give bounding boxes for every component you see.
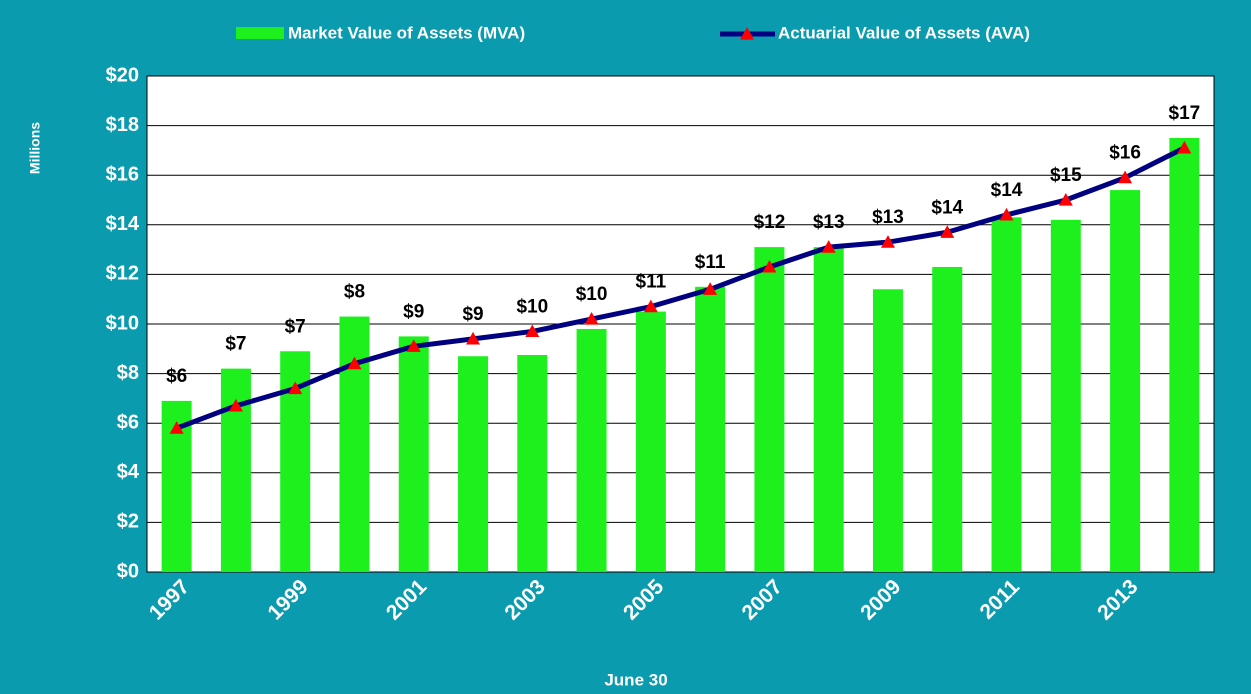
legend-swatch <box>236 27 284 39</box>
y-tick-label: $10 <box>106 312 139 334</box>
y-tick-label: $6 <box>117 411 139 433</box>
y-axis-title: Millions <box>27 122 43 174</box>
marker <box>1058 193 1073 206</box>
y-tick-label: $2 <box>117 511 139 533</box>
y-tick-label: $8 <box>117 362 139 384</box>
bar <box>872 289 903 572</box>
bar <box>1050 219 1081 572</box>
data-label: $7 <box>285 316 306 337</box>
bar <box>695 286 726 572</box>
bar <box>1110 190 1141 572</box>
data-label: $11 <box>695 252 726 273</box>
data-label: $17 <box>1169 103 1201 124</box>
marker <box>762 259 777 273</box>
bar <box>932 266 963 572</box>
data-label: $9 <box>462 304 483 325</box>
bar <box>458 356 489 572</box>
marker <box>584 312 599 325</box>
bar <box>635 311 666 572</box>
marker <box>466 331 481 345</box>
marker <box>821 240 836 253</box>
legend-marker <box>740 27 754 40</box>
legend-label: Actuarial Value of Assets (AVA) <box>778 23 1030 42</box>
marker <box>288 381 303 395</box>
data-label: $14 <box>931 197 963 218</box>
marker <box>643 299 658 313</box>
data-label: $10 <box>576 284 608 305</box>
data-label: $13 <box>872 207 904 228</box>
bar <box>1169 138 1200 572</box>
bar <box>517 355 548 572</box>
data-label: $16 <box>1109 143 1141 164</box>
bar <box>813 247 844 572</box>
y-tick-label: $16 <box>106 163 139 185</box>
data-label: $11 <box>636 272 667 293</box>
data-label: $15 <box>1050 165 1082 186</box>
marker <box>1177 140 1192 154</box>
data-label: $13 <box>813 212 845 233</box>
data-label: $14 <box>991 180 1023 201</box>
marker <box>703 282 718 295</box>
bar <box>339 316 370 572</box>
x-axis-title: June 30 <box>604 670 667 689</box>
y-tick-label: $18 <box>106 114 139 136</box>
y-tick-label: $20 <box>106 64 139 86</box>
bar <box>991 217 1022 573</box>
y-tick-label: $14 <box>106 213 140 235</box>
y-tick-label: $12 <box>106 263 139 285</box>
y-tick-label: $0 <box>117 560 139 582</box>
bar <box>576 328 607 572</box>
line <box>175 145 1186 431</box>
data-label: $12 <box>754 212 786 233</box>
data-label: $10 <box>516 296 548 317</box>
bar <box>754 247 785 572</box>
marker <box>999 207 1014 221</box>
marker <box>525 324 540 338</box>
data-label: $6 <box>166 366 187 387</box>
marker <box>880 235 895 248</box>
y-tick-label: $4 <box>117 461 140 483</box>
data-label: $7 <box>225 334 246 355</box>
bar <box>398 336 429 572</box>
data-label: $9 <box>403 301 424 322</box>
marker <box>228 398 243 412</box>
data-label: $8 <box>344 282 365 303</box>
marker <box>347 356 362 370</box>
marker <box>1118 170 1133 184</box>
plot-border <box>146 75 1215 573</box>
marker <box>406 339 421 352</box>
legend-label: Market Value of Assets (MVA) <box>288 23 525 42</box>
marker <box>940 225 955 238</box>
marker <box>169 421 184 434</box>
